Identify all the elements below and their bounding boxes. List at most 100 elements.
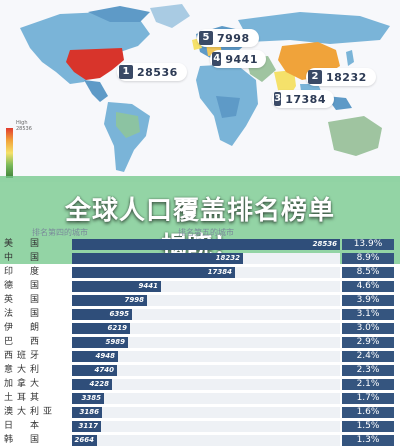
bar-track: 5989 [72, 337, 340, 348]
callout-value: 17384 [285, 92, 326, 106]
callout-rank-5: 5 7998 [197, 29, 259, 47]
map-color-scale: High 28536 [6, 118, 32, 182]
share-percent: 8.5% [342, 267, 394, 278]
bar-fill: 2664 [72, 435, 97, 446]
canada-north-shape [88, 6, 150, 22]
callout-rank-1: 1 28536 [117, 63, 187, 81]
bar-track: 3117 [72, 421, 340, 432]
bar-value-label: 17384 [207, 268, 232, 276]
bar-value-label: 18232 [215, 254, 240, 262]
bar-fill: 17384 [72, 267, 235, 278]
scale-high-label: High [16, 120, 28, 126]
bar-track: 4740 [72, 365, 340, 376]
callout-value: 9441 [225, 52, 258, 66]
country-name: 法 国 [4, 309, 44, 319]
table-row: 日 本 3117 1.5% [0, 420, 400, 433]
bar-track: 6219 [72, 323, 340, 334]
table-row: 印 度 17384 8.5% [0, 266, 400, 279]
country-name: 美 国 [4, 239, 44, 249]
country-name: 德 国 [4, 281, 44, 291]
banner-title: 全球人口覆盖排名榜单 [64, 196, 335, 226]
callout-rank-3: 3 17384 [272, 90, 334, 108]
table-row: 韩 国 2664 1.3% [0, 434, 400, 447]
callout-rank-2: 2 18232 [306, 68, 376, 86]
bar-track: 6395 [72, 309, 340, 320]
bar-track: 7998 [72, 295, 340, 306]
callout-rank-badge: 3 [274, 92, 282, 106]
share-percent: 13.9% [342, 239, 394, 250]
share-percent: 3.9% [342, 295, 394, 306]
bar-value-label: 6395 [109, 310, 129, 318]
callout-value: 18232 [326, 70, 367, 84]
bar-track: 9441 [72, 281, 340, 292]
bar-value-label: 4948 [95, 352, 115, 360]
bar-value-label: 3117 [78, 422, 98, 430]
bar-value-label: 9441 [138, 282, 158, 290]
bar-value-label: 28536 [312, 240, 337, 248]
table-row: 德 国 9441 4.6% [0, 280, 400, 293]
table-row: 澳大利亚 3186 1.6% [0, 406, 400, 419]
bar-value-label: 4228 [89, 380, 109, 388]
bar-fill: 7998 [72, 295, 147, 306]
callout-value: 28536 [137, 65, 178, 79]
callout-rank-badge: 1 [119, 65, 133, 79]
country-name: 西班牙 [4, 351, 44, 361]
callout-value: 7998 [217, 31, 250, 45]
bar-value-label: 4740 [94, 366, 114, 374]
usa-shape [66, 48, 124, 80]
table-row: 伊 朗 6219 3.0% [0, 322, 400, 335]
greenland-shape [150, 4, 190, 28]
central-africa-shape [216, 96, 240, 118]
bar-value-label: 3385 [81, 394, 101, 402]
bar-fill: 5989 [72, 337, 128, 348]
north-america-shape [20, 12, 150, 84]
share-percent: 4.6% [342, 281, 394, 292]
bar-fill: 9441 [72, 281, 161, 292]
japan-shape [346, 50, 354, 66]
table-row: 西班牙 4948 2.4% [0, 350, 400, 363]
bar-track: 18232 [72, 253, 340, 264]
country-name: 意大利 [4, 365, 44, 375]
bar-value-label: 3186 [79, 408, 99, 416]
bar-track: 2664 [72, 435, 340, 446]
callout-rank-badge: 2 [308, 70, 322, 84]
share-percent: 3.0% [342, 323, 394, 334]
share-percent: 1.5% [342, 421, 394, 432]
subhead-right: 排名第五的城市 [178, 228, 234, 237]
bar-track: 3385 [72, 393, 340, 404]
bar-value-label: 7998 [124, 296, 144, 304]
share-percent: 2.1% [342, 379, 394, 390]
bar-fill: 3117 [72, 421, 101, 432]
share-percent: 2.3% [342, 365, 394, 376]
bar-fill: 3186 [72, 407, 102, 418]
country-name: 伊 朗 [4, 323, 44, 333]
country-name: 英 国 [4, 295, 44, 305]
bar-fill: 28536 [72, 239, 340, 250]
share-percent: 1.6% [342, 407, 394, 418]
bar-value-label: 2664 [74, 436, 94, 444]
country-name: 澳大利亚 [4, 407, 57, 417]
table-row: 巴 西 5989 2.9% [0, 336, 400, 349]
table-row: 加拿大 4228 2.1% [0, 378, 400, 391]
bar-fill: 18232 [72, 253, 243, 264]
bar-track: 4948 [72, 351, 340, 362]
table-row: 英 国 7998 3.9% [0, 294, 400, 307]
bar-fill: 6219 [72, 323, 130, 334]
russia-shape [238, 12, 390, 44]
scale-high-value: 28536 [16, 126, 32, 132]
bar-track: 17384 [72, 267, 340, 278]
country-name: 中 国 [4, 253, 44, 263]
table-row: 意大利 4740 2.3% [0, 364, 400, 377]
callout-rank-badge: 4 [212, 52, 222, 66]
bar-fill: 6395 [72, 309, 132, 320]
table-row: 法 国 6395 3.1% [0, 308, 400, 321]
bar-value-label: 5989 [105, 338, 125, 346]
table-row: 中 国 18232 8.9% [0, 252, 400, 265]
share-percent: 2.9% [342, 337, 394, 348]
country-name: 韩 国 [4, 435, 44, 445]
share-percent: 1.7% [342, 393, 394, 404]
scale-gradient [6, 128, 13, 178]
world-map: 1 28536 2 18232 3 17384 4 9441 5 7998 Hi… [0, 0, 400, 182]
bar-value-label: 6219 [107, 324, 127, 332]
share-percent: 8.9% [342, 253, 394, 264]
